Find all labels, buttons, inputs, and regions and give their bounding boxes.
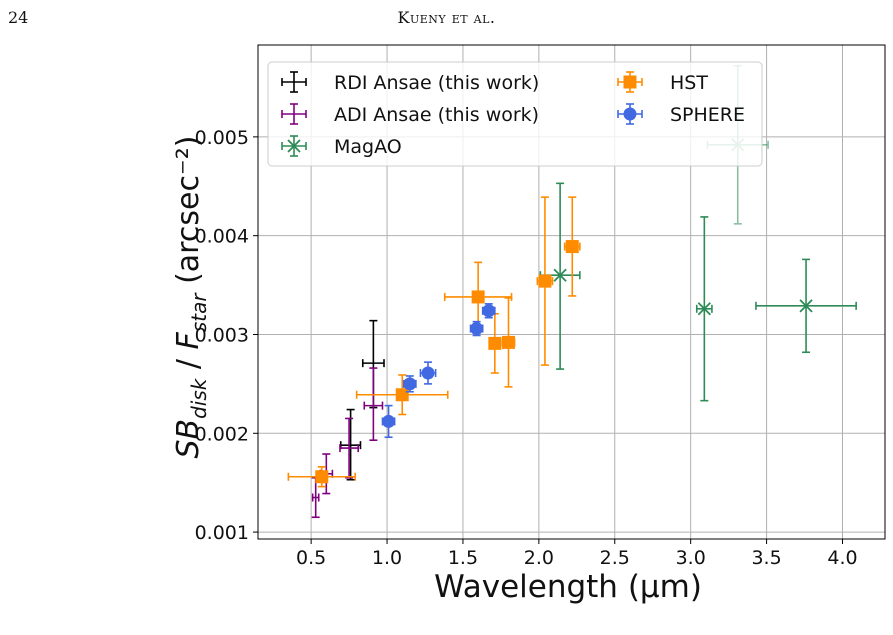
square-marker: [501, 335, 515, 349]
y-axis-title: SBdisk / Fstar (arcsec⁻²): [171, 135, 211, 458]
data-point: [443, 261, 513, 333]
data-points: [287, 64, 857, 519]
x-tick-label: 1.5: [448, 547, 478, 569]
data-point: [419, 361, 437, 385]
x-tick-label: 1.0: [372, 547, 402, 569]
legend-marker: [287, 139, 301, 153]
x-marker: [553, 268, 567, 282]
data-point: [311, 476, 320, 519]
legend-label: HST: [670, 72, 708, 94]
data-point: [381, 404, 396, 439]
legend-label: MagAO: [334, 136, 402, 158]
circle-marker: [403, 377, 417, 391]
y-title-slash: /: [171, 349, 206, 378]
legend-marker: [623, 107, 637, 121]
x-marker-stroke: [553, 268, 567, 282]
x-tick-label: 3.5: [751, 547, 781, 569]
x-tick-label: 2.0: [524, 547, 554, 569]
axis-ticks: 0.5 1.0 1.5 2.0 2.5 3.0 3.5 4.0 0.001 0.002 0.003 0…: [195, 127, 858, 569]
x-tick-label: 4.0: [827, 547, 857, 569]
data-point: [287, 466, 356, 488]
legend-box: [267, 61, 763, 167]
legend-label: RDI Ansae (this work): [334, 72, 539, 94]
square-marker: [565, 240, 579, 254]
x-tick-label: 3.0: [676, 547, 706, 569]
x-tick-label: 0.5: [296, 547, 326, 569]
data-point: [402, 375, 417, 393]
legend-entry: HST: [617, 71, 708, 94]
circle-marker: [382, 414, 396, 428]
circle-marker: [470, 322, 484, 336]
y-title-sb: SB: [171, 419, 206, 459]
legend-label: ADI Ansae (this work): [334, 104, 539, 126]
y-tick-label: 0.005: [195, 127, 249, 149]
y-tick-label: 0.001: [195, 522, 249, 544]
legend-entry: RDI Ansae (this work): [281, 71, 539, 94]
x-marker-stroke: [799, 299, 813, 313]
square-marker: [315, 470, 329, 484]
running-head: Kueny et al.: [397, 8, 496, 27]
data-point: [363, 367, 384, 442]
data-point: [355, 374, 449, 416]
legend-entry: ADI Ansae (this work): [281, 103, 539, 126]
legend-marker: [623, 75, 637, 89]
legend-entry: MagAO: [281, 135, 402, 158]
page-number: 24: [8, 8, 29, 27]
x-marker-stroke: [287, 139, 301, 153]
data-point: [339, 417, 359, 479]
legend-swatch: [281, 103, 307, 125]
legend-entry: SPHERE: [617, 103, 745, 126]
circle-marker: [421, 366, 435, 380]
y-tick-label: 0.002: [195, 423, 249, 445]
square-marker: [538, 274, 552, 288]
x-marker-stroke: [697, 302, 711, 316]
square-marker: [395, 388, 409, 402]
series-sphere: [381, 303, 496, 439]
x-axis-title: Wavelength (µm): [434, 569, 702, 605]
square-marker: [488, 336, 502, 350]
page-header: 24 Kueny et al.: [0, 0, 893, 40]
legend-swatch: [281, 71, 307, 93]
x-marker: [697, 302, 711, 316]
y-title-unit: (arcsec⁻²): [171, 135, 206, 293]
data-point: [488, 312, 502, 374]
data-point: [469, 320, 484, 337]
data-point: [695, 216, 713, 402]
data-point: [536, 196, 554, 366]
series-hst: [287, 196, 581, 488]
y-title-f: F: [171, 331, 206, 349]
legend: RDI Ansae (this work) ADI Ansae (this wor…: [267, 61, 763, 167]
series-adi-ansae-this-work: [311, 367, 384, 519]
y-title-sub-disk: disk: [187, 377, 211, 419]
data-point: [501, 297, 516, 388]
plot-frame: [257, 44, 886, 540]
legend-label: SPHERE: [670, 104, 745, 126]
x-tick-label: 2.5: [600, 547, 630, 569]
x-marker: [799, 299, 813, 313]
circle-marker: [482, 304, 496, 318]
y-tick-label: 0.003: [195, 324, 249, 346]
square-marker: [471, 290, 485, 304]
data-point: [481, 303, 496, 319]
series-rdi-ansae-this-work: [339, 319, 385, 481]
y-title-sub-star: star: [187, 292, 211, 333]
data-point: [563, 196, 581, 297]
y-tick-label: 0.004: [195, 226, 249, 248]
data-point: [755, 258, 857, 354]
